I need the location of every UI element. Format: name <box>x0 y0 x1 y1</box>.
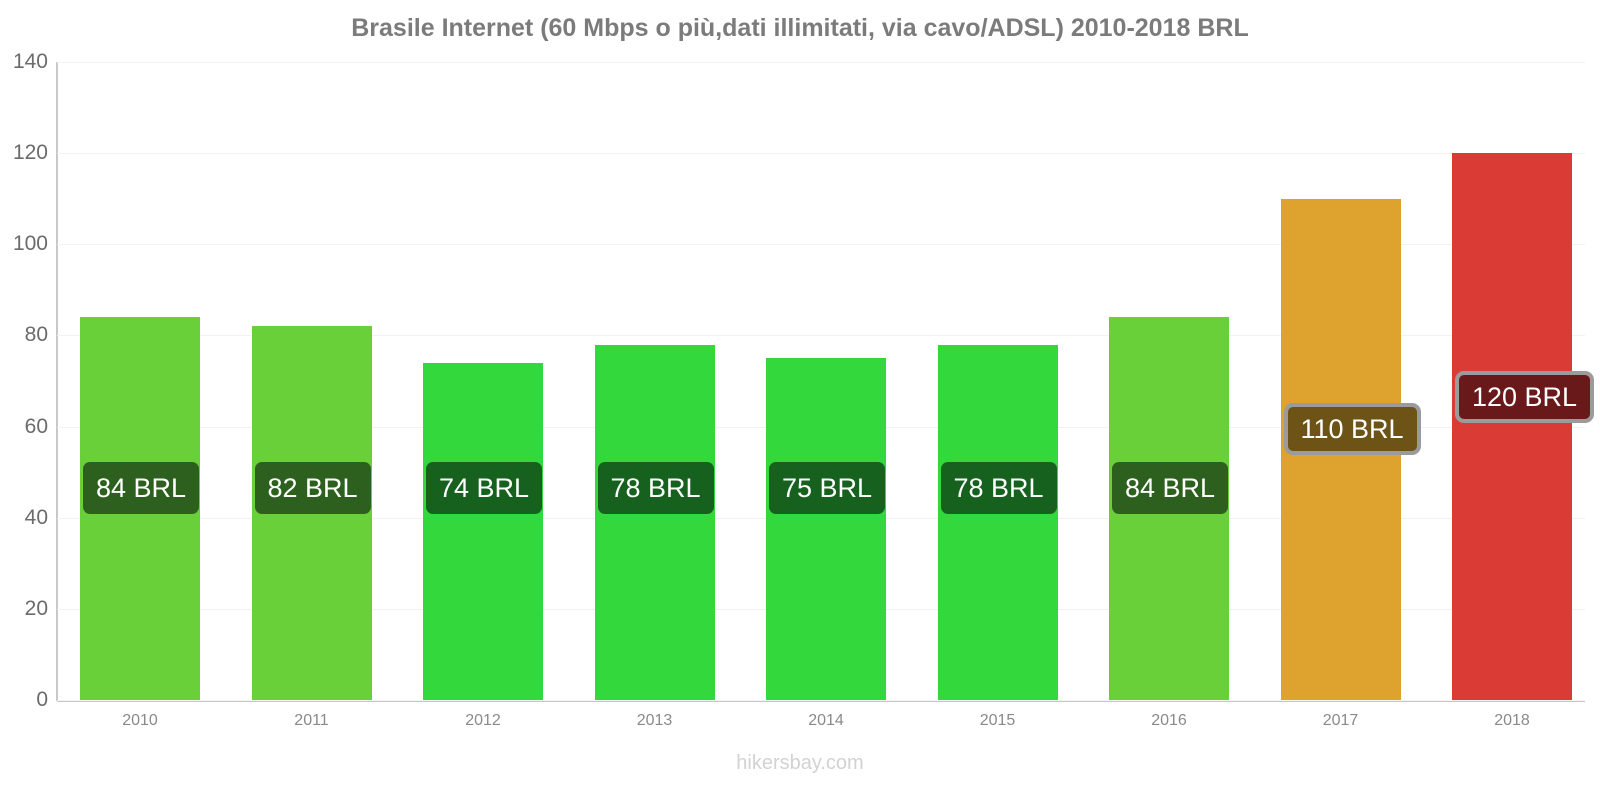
bar-value-label: 84 BRL <box>1112 462 1229 514</box>
bar-value-label: 84 BRL <box>83 462 200 514</box>
bar-value-label: 110 BRL <box>1283 403 1421 455</box>
x-axis-line <box>57 700 1585 702</box>
x-axis-tick-label: 2014 <box>808 712 844 729</box>
x-axis-tick-label: 2018 <box>1494 712 1530 729</box>
x-axis-tick-label: 2013 <box>636 712 673 729</box>
x-axis-tick-label: 2017 <box>1322 712 1359 729</box>
gridline <box>57 700 1585 701</box>
gridline <box>57 153 1585 155</box>
y-axis-line <box>56 62 58 701</box>
bar[interactable] <box>937 344 1058 700</box>
bar-value-label: 78 BRL <box>940 462 1057 514</box>
bar[interactable] <box>766 358 886 700</box>
bar-value-label: 78 BRL <box>597 462 714 514</box>
y-axis-tick-label: 40 <box>24 505 48 529</box>
gridline <box>57 335 1585 337</box>
plot-area <box>57 62 1585 701</box>
bar-value-label: 120 BRL <box>1455 371 1595 423</box>
bar[interactable] <box>594 344 715 700</box>
y-axis-tick-label: 140 <box>12 50 48 73</box>
bar-value-label: 74 BRL <box>426 462 543 514</box>
x-axis-tick-label: 2015 <box>979 712 1016 729</box>
footer-credit: hikersbay.com <box>736 752 864 774</box>
y-axis-tick-label: 80 <box>24 323 48 347</box>
gridline <box>57 62 1585 63</box>
x-axis-tick-label: 2012 <box>465 712 501 729</box>
y-axis-tick-label: 120 <box>12 141 48 165</box>
y-axis-tick-label: 20 <box>24 596 48 620</box>
y-axis-tick-label: 60 <box>24 414 48 438</box>
x-axis-tick-label: 2016 <box>1151 712 1187 729</box>
page-title: Brasile Internet (60 Mbps o più,dati ill… <box>351 14 1249 42</box>
x-axis-tick-label: 2011 <box>294 712 329 729</box>
bar[interactable] <box>423 362 543 700</box>
gridline <box>57 244 1585 246</box>
x-axis-tick-label: 2010 <box>122 712 158 729</box>
y-axis-tick-label: 0 <box>36 688 48 711</box>
bar[interactable] <box>1452 153 1572 700</box>
y-axis-tick-label: 100 <box>12 232 48 256</box>
bar-value-label: 82 BRL <box>254 462 371 514</box>
bar-value-label: 75 BRL <box>769 462 886 514</box>
